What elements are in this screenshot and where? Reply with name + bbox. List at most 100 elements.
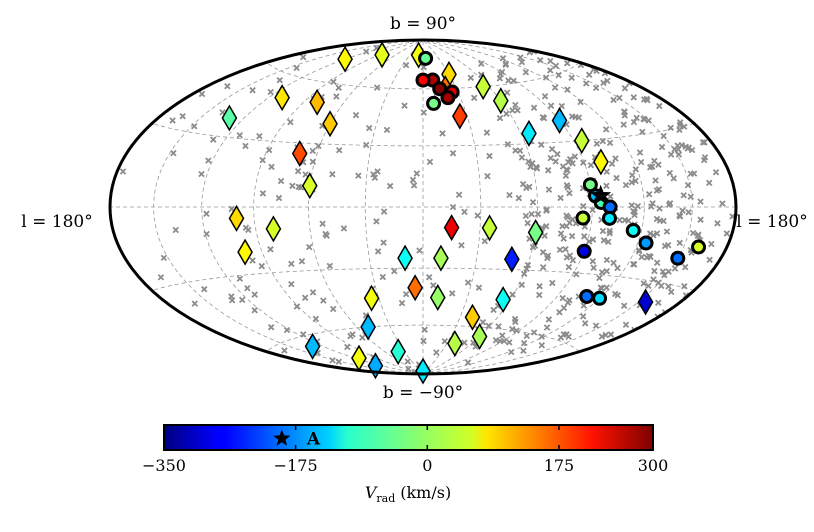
background-cross <box>499 55 507 62</box>
background-cross <box>602 331 609 339</box>
background-cross <box>562 172 570 179</box>
background-cross <box>648 163 656 170</box>
background-cross <box>684 181 692 189</box>
background-cross <box>319 220 326 227</box>
diamond-point <box>495 286 511 314</box>
background-cross <box>513 327 520 334</box>
background-cross <box>362 141 370 149</box>
background-cross <box>421 326 428 333</box>
background-cross <box>267 88 274 96</box>
background-cross <box>506 339 513 346</box>
background-cross <box>449 203 457 211</box>
background-cross <box>490 306 497 314</box>
background-cross <box>606 139 614 147</box>
background-cross <box>557 230 565 237</box>
background-cross <box>655 186 663 193</box>
grid-parallel <box>151 267 695 291</box>
background-cross <box>203 230 210 238</box>
background-cross <box>559 163 567 170</box>
background-cross <box>560 304 568 312</box>
grid-meridian <box>422 40 645 374</box>
background-cross <box>675 151 683 158</box>
background-cross <box>265 146 273 154</box>
background-cross <box>496 114 504 122</box>
background-cross <box>705 179 713 187</box>
background-cross <box>645 191 653 198</box>
background-cross <box>236 275 244 282</box>
background-cross <box>509 291 516 298</box>
background-cross <box>517 54 524 61</box>
background-cross <box>563 59 571 67</box>
background-cross <box>520 270 528 278</box>
colorbar-tick-label: −175 <box>274 456 318 475</box>
background-cross <box>305 243 313 251</box>
background-cross <box>518 58 526 66</box>
background-cross <box>449 290 456 297</box>
background-cross <box>653 230 661 237</box>
background-cross <box>287 118 294 126</box>
diamond-point <box>637 288 654 316</box>
background-cross <box>621 108 628 115</box>
background-cross <box>330 78 337 86</box>
background-cross <box>573 271 580 278</box>
background-cross <box>383 126 391 134</box>
background-cross <box>603 256 611 264</box>
background-cross <box>639 128 646 136</box>
background-cross <box>373 218 380 225</box>
background-cross <box>288 260 295 268</box>
background-cross <box>239 296 246 304</box>
background-cross <box>575 114 583 121</box>
background-cross <box>281 347 288 354</box>
background-cross <box>205 157 212 164</box>
background-cross <box>687 170 695 177</box>
background-cross <box>637 158 645 166</box>
background-cross <box>495 323 502 330</box>
colorbar-gradient <box>163 424 654 451</box>
background-cross <box>499 332 506 339</box>
background-cross <box>581 320 589 327</box>
background-cross <box>589 257 597 265</box>
background-cross <box>320 297 327 304</box>
background-cross <box>667 151 675 158</box>
background-cross <box>681 263 689 271</box>
background-cross <box>587 161 595 169</box>
background-cross <box>600 79 607 87</box>
background-cross <box>605 238 612 246</box>
background-cross <box>160 254 168 262</box>
background-cross <box>542 223 550 230</box>
background-cross <box>543 324 551 331</box>
background-cross <box>598 333 606 340</box>
background-cross <box>470 94 478 102</box>
background-cross <box>299 53 307 61</box>
diamond-point <box>446 330 463 358</box>
background-cross <box>529 199 537 206</box>
background-cross <box>518 154 526 161</box>
background-cross <box>656 102 663 110</box>
grid-meridian <box>153 40 424 374</box>
background-cross <box>589 206 596 214</box>
background-cross <box>661 271 668 279</box>
background-cross <box>170 149 177 157</box>
background-cross <box>475 284 483 291</box>
background-cross <box>559 294 566 302</box>
background-cross <box>723 230 731 237</box>
background-cross <box>546 67 554 74</box>
background-cross <box>483 129 491 136</box>
diamond-point <box>337 45 353 73</box>
background-cross <box>374 168 381 175</box>
background-cross <box>599 227 607 235</box>
diamond-point <box>551 107 568 135</box>
background-cross <box>681 282 688 290</box>
background-cross <box>590 264 597 271</box>
background-cross <box>549 279 556 287</box>
background-cross <box>380 208 388 215</box>
background-cross <box>547 154 554 162</box>
background-cross <box>633 114 640 122</box>
background-cross <box>562 245 569 253</box>
background-cross <box>373 84 381 91</box>
background-cross <box>547 57 554 65</box>
circle-point <box>415 72 431 88</box>
colorbar-marker-label: A <box>306 430 321 450</box>
background-cross <box>371 174 379 181</box>
grid-meridian <box>422 40 593 374</box>
